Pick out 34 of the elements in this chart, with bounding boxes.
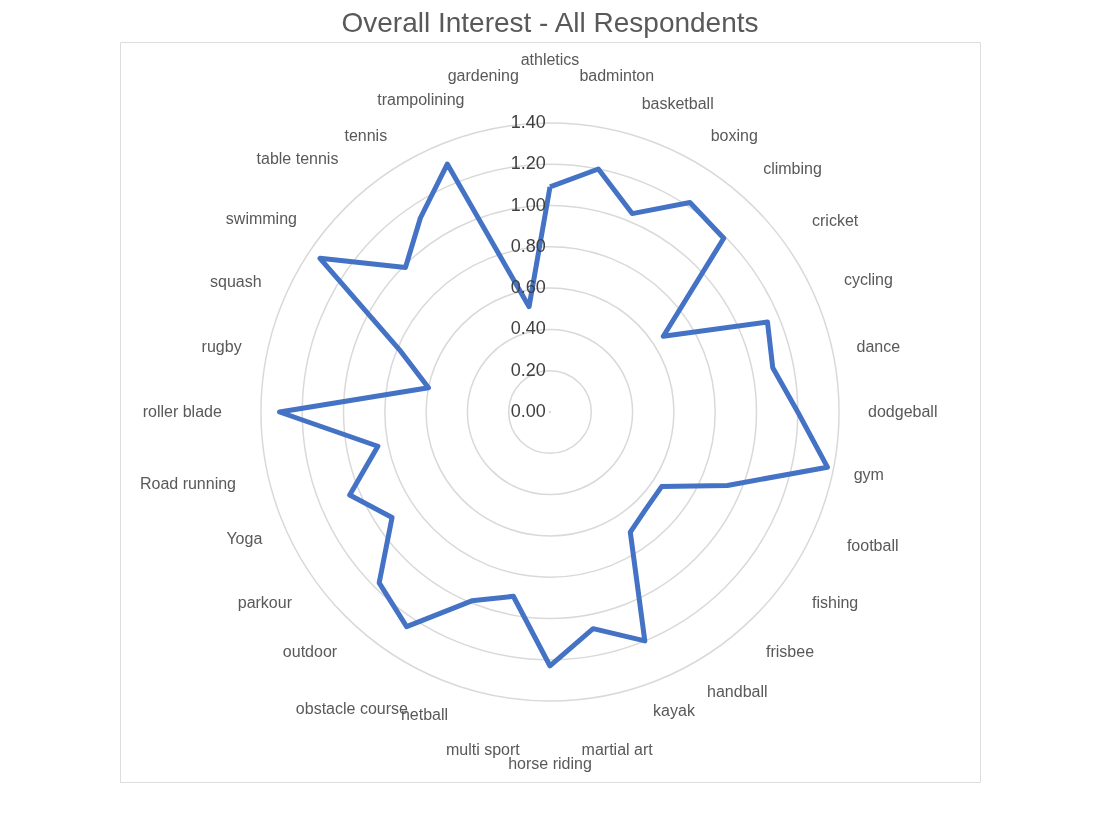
spoke-label: dance bbox=[856, 337, 901, 355]
spoke-label: trampolining bbox=[377, 91, 465, 109]
spoke-label: squash bbox=[210, 272, 262, 290]
y-tick-label: 0.20 bbox=[510, 359, 546, 380]
spoke-label: boxing bbox=[710, 127, 758, 145]
spoke-label: roller blade bbox=[142, 403, 222, 420]
spoke-label: swimming bbox=[225, 210, 297, 228]
spoke-label: Yoga bbox=[226, 529, 263, 547]
spoke-label: badminton bbox=[579, 67, 655, 85]
spoke-label: frisbee bbox=[766, 643, 815, 661]
spoke-label: handball bbox=[707, 683, 768, 701]
spoke-label: climbing bbox=[763, 160, 822, 178]
spoke-label: athletics bbox=[520, 51, 580, 69]
y-tick-label: 1.00 bbox=[510, 194, 546, 215]
spoke-label: kayak bbox=[653, 702, 696, 720]
spoke-label: gardening bbox=[447, 67, 519, 85]
spoke-label: gym bbox=[853, 466, 884, 484]
spoke-label: parkour bbox=[237, 593, 293, 611]
spoke-label: table tennis bbox=[256, 150, 339, 168]
chart-title: Overall Interest - All Respondents bbox=[341, 7, 759, 38]
spoke-label: football bbox=[846, 536, 899, 554]
y-tick-label: 0.40 bbox=[510, 318, 546, 339]
spoke-label: tennis bbox=[344, 127, 388, 145]
spoke-label: outdoor bbox=[282, 643, 338, 661]
spoke-label: basketball bbox=[641, 94, 714, 112]
spoke-label: Road running bbox=[139, 475, 237, 493]
y-tick-label: 1.20 bbox=[510, 153, 546, 174]
spoke-label: rugby bbox=[201, 337, 242, 355]
spoke-label: fishing bbox=[812, 593, 859, 611]
y-tick-label: 0.00 bbox=[510, 401, 546, 421]
spoke-label: cycling bbox=[843, 271, 893, 289]
y-tick-label: 1.40 bbox=[510, 111, 546, 132]
spoke-label: cricket bbox=[812, 212, 859, 230]
spoke-label: dodgeball bbox=[868, 403, 938, 420]
